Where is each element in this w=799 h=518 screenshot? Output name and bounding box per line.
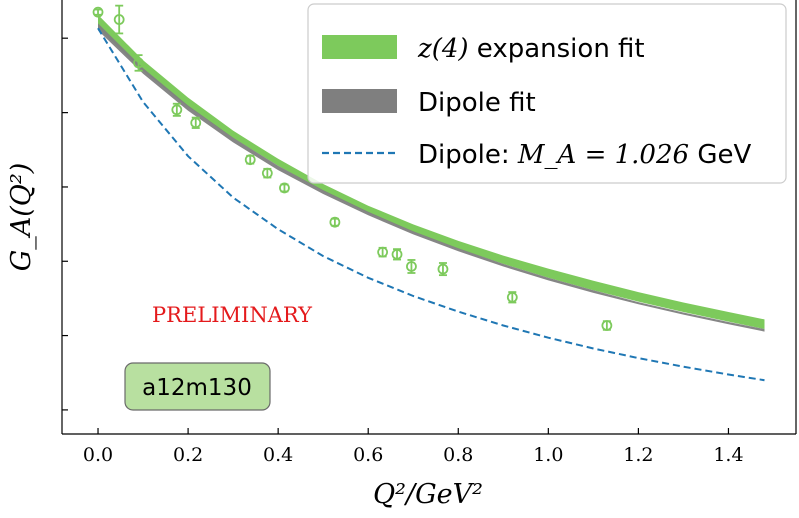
data-marker — [92, 6, 104, 18]
data-point-4 — [190, 116, 202, 129]
data-marker — [171, 104, 183, 116]
legend-label-dipole-fit: Dipole fit — [418, 88, 536, 118]
x-tick-label: 0.8 — [443, 444, 473, 466]
legend-label-dipole-ref-math: M_A = 1.026 — [517, 140, 689, 170]
legend-label-dipole-ref: Dipole: M_A = 1.026 GeV — [418, 140, 751, 170]
legend-swatch-z4 — [322, 35, 397, 59]
data-point-0 — [92, 6, 104, 18]
legend-label-dipole-ref-prefix: Dipole: — [418, 140, 518, 170]
x-tick-label: 0.0 — [83, 444, 113, 466]
data-marker — [506, 291, 518, 303]
legend: z(4) expansion fit Dipole fit Dipole: M_… — [307, 3, 787, 184]
x-tick-label: 1.0 — [533, 444, 563, 466]
y-axis-label: G_A(Q²) — [6, 163, 37, 272]
data-point-13 — [506, 291, 518, 304]
legend-label-dipole-ref-unit: GeV — [689, 140, 751, 170]
x-tick-label: 0.2 — [173, 444, 203, 466]
x-tick-group: 0.0 0.2 0.4 0.6 0.8 1.0 1.2 1.4 — [83, 428, 744, 466]
data-marker — [113, 14, 125, 25]
legend-swatch-dipole-fit — [322, 89, 397, 113]
legend-label-z4-math: z(4) — [417, 34, 469, 64]
data-point-8 — [329, 216, 341, 228]
dipole-reference-line — [97, 27, 765, 382]
data-point-7 — [279, 182, 290, 194]
x-tick-label: 1.4 — [713, 444, 743, 466]
data-point-11 — [406, 259, 417, 274]
data-marker — [391, 248, 403, 260]
legend-label-z4: z(4) expansion fit — [417, 34, 645, 64]
x-tick-label: 0.4 — [263, 444, 293, 466]
data-marker — [601, 320, 613, 331]
data-point-10 — [391, 248, 403, 261]
data-point-6 — [261, 167, 273, 179]
x-axis-label: Q²/GeV² — [373, 479, 483, 510]
ensemble-label-box — [124, 362, 271, 411]
x-tick-label: 0.6 — [353, 444, 383, 466]
data-marker — [279, 182, 290, 194]
data-point-5 — [244, 154, 256, 166]
data-marker — [329, 216, 341, 228]
legend-label-z4-text: expansion fit — [469, 34, 645, 64]
data-point-2 — [133, 54, 144, 72]
data-point-3 — [171, 102, 183, 117]
data-marker — [406, 261, 417, 272]
data-point-9 — [377, 246, 389, 258]
data-marker — [261, 167, 273, 179]
preliminary-watermark: PRELIMINARY — [152, 303, 313, 327]
data-marker — [437, 263, 449, 275]
data-marker — [133, 57, 144, 69]
legend-frame — [307, 3, 787, 184]
data-marker — [377, 246, 389, 258]
data-point-12 — [437, 262, 449, 277]
data-point-14 — [601, 320, 613, 331]
data-marker — [244, 154, 256, 166]
x-tick-label: 1.2 — [623, 444, 653, 466]
y-tick-group — [62, 37, 68, 411]
data-point-1 — [113, 4, 125, 35]
plot-area — [92, 4, 765, 382]
ensemble-label-text: a12m130 — [142, 375, 252, 401]
data-marker — [190, 117, 202, 129]
